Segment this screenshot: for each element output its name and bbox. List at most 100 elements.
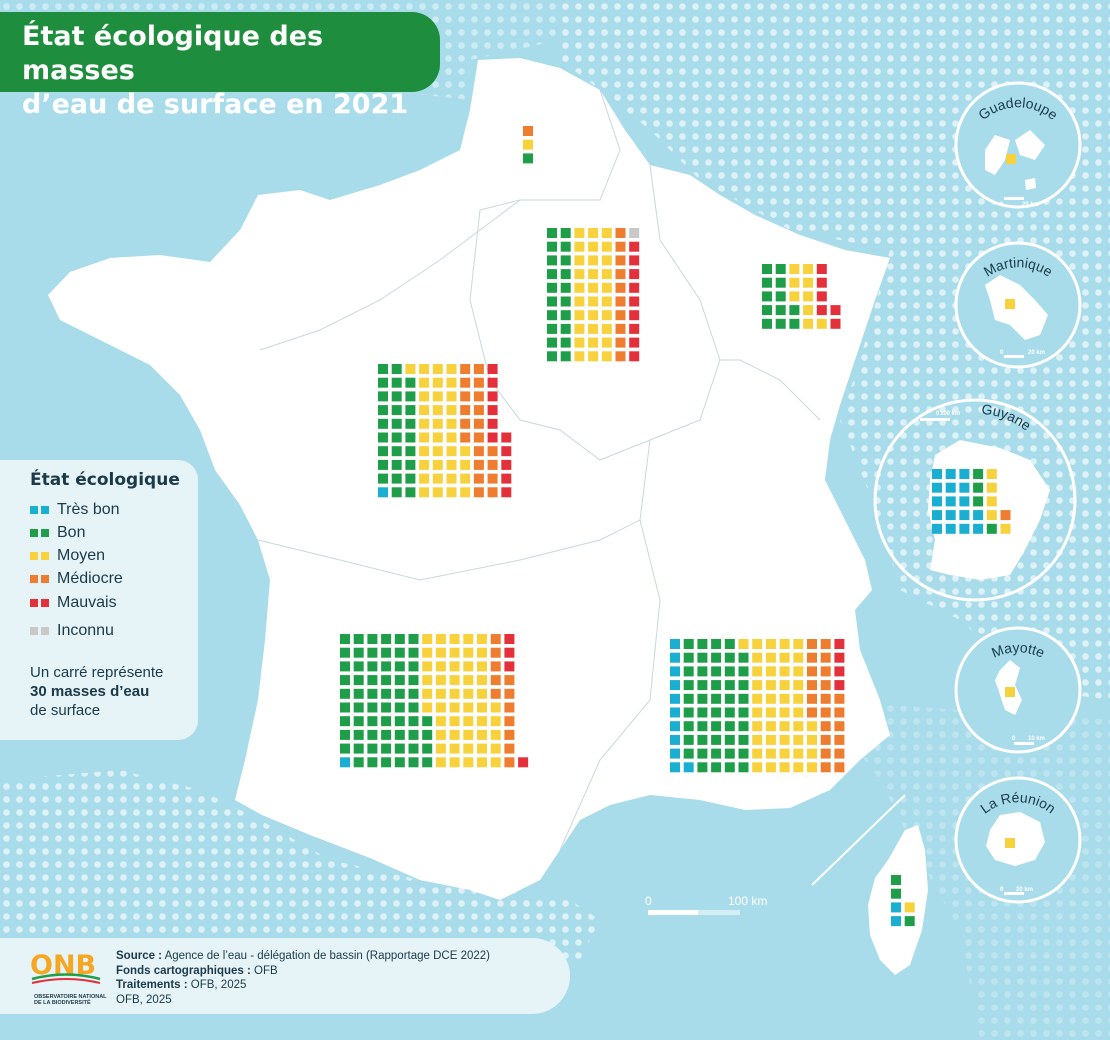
onb-logo-icon: ONB: [30, 950, 101, 984]
waffle-square-moyen: [490, 729, 501, 740]
waffle-square-bon: [762, 277, 772, 288]
waffle-square-mediocre: [615, 241, 626, 252]
waffle-square-bon: [697, 707, 708, 718]
waffle-square-bon: [547, 337, 557, 348]
waffle-square-mediocre: [615, 323, 626, 334]
waffle-square-mediocre: [473, 405, 484, 416]
waffle-square-mauvais: [487, 418, 498, 429]
waffle-square-moyen: [449, 688, 460, 699]
waffle-square-bon: [408, 743, 419, 754]
waffle-square-bon: [340, 716, 350, 727]
waffle-square-moyen: [449, 634, 460, 644]
waffle-square-tres-bon: [670, 666, 680, 677]
waffle-square-moyen: [601, 228, 612, 238]
waffle-square-bon: [340, 634, 350, 644]
waffle-square-tres-bon: [932, 496, 942, 507]
waffle-square-moyen: [422, 702, 433, 713]
waffle-square-moyen: [816, 318, 827, 329]
waffle-guyane: [932, 469, 1011, 534]
waffle-square-mediocre: [1000, 510, 1011, 521]
waffle-square-bon: [547, 269, 557, 280]
waffle-square-bon: [560, 241, 571, 252]
waffle-square-inconnu: [629, 228, 640, 238]
waffle-square-moyen: [477, 634, 487, 644]
waffle-square-bon: [547, 228, 557, 238]
waffle-square-bon: [391, 377, 402, 388]
waffle-square-moyen: [477, 757, 487, 768]
waffle-square-bon: [353, 716, 364, 727]
waffle-square-bon: [697, 721, 708, 732]
waffle-square-moyen: [463, 675, 474, 686]
waffle-square-bon: [738, 721, 749, 732]
waffle-square-mediocre: [490, 661, 501, 672]
waffle-square-moyen: [601, 241, 612, 252]
waffle-square-moyen: [765, 762, 776, 773]
waffle-square-moyen: [1006, 154, 1016, 164]
waffle-square-bon: [711, 762, 722, 773]
waffle-square-mediocre: [615, 337, 626, 348]
waffle-square-bon: [391, 459, 402, 470]
waffle-square-moyen: [807, 734, 817, 745]
waffle-square-mediocre: [820, 639, 831, 649]
waffle-rh-ne-m-diterran-e: [670, 639, 845, 773]
waffle-square-tres-bon: [670, 652, 680, 663]
waffle-square-bon: [697, 652, 708, 663]
waffle-square-moyen: [588, 282, 599, 293]
waffle-square-moyen: [986, 482, 997, 493]
waffle-square-bon: [408, 729, 419, 740]
waffle-square-bon: [560, 323, 571, 334]
waffle-square-moyen: [574, 269, 585, 280]
waffle-square-tres-bon: [973, 510, 984, 521]
waffle-square-bon: [394, 688, 405, 699]
waffle-square-bon: [560, 310, 571, 321]
waffle-square-moyen: [765, 666, 776, 677]
waffle-square-bon: [391, 473, 402, 484]
waffle-square-moyen: [601, 351, 612, 362]
waffle-square-mediocre: [820, 666, 831, 677]
waffle-square-bon: [711, 680, 722, 691]
legend-panel: État écologique Très bon Bon Moyen Médio…: [0, 460, 198, 740]
waffle-square-bon: [353, 661, 364, 672]
waffle-square-mediocre: [807, 639, 817, 649]
waffle-square-bon: [422, 757, 433, 768]
waffle-square-mediocre: [504, 675, 515, 686]
waffle-square-mediocre: [460, 432, 471, 443]
waffle-square-mediocre: [487, 487, 498, 498]
waffle-square-moyen: [477, 729, 487, 740]
waffle-square-moyen: [752, 639, 763, 649]
waffle-square-bon: [381, 661, 392, 672]
waffle-square-bon: [711, 721, 722, 732]
waffle-square-moyen: [986, 496, 997, 507]
waffle-square-tres-bon: [945, 496, 956, 507]
waffle-square-moyen: [779, 762, 790, 773]
waffle-square-moyen: [765, 639, 776, 649]
waffle-square-mediocre: [504, 743, 515, 754]
waffle-square-moyen: [601, 310, 612, 321]
waffle-square-bon: [367, 675, 378, 686]
waffle-square-moyen: [752, 734, 763, 745]
waffle-square-bon: [381, 743, 392, 754]
waffle-square-bon: [367, 757, 378, 768]
waffle-square-moyen: [779, 680, 790, 691]
waffle-square-moyen: [463, 743, 474, 754]
waffle-square-tres-bon: [340, 757, 350, 768]
legend-item-inconnu: Inconnu: [30, 621, 114, 641]
waffle-square-bon: [711, 707, 722, 718]
waffle-square-bon: [697, 639, 708, 649]
legend-item-moyen: Moyen: [30, 546, 105, 566]
waffle-square-bon: [738, 680, 749, 691]
waffle-square-moyen: [446, 418, 457, 429]
inset-scale-bars: [920, 197, 1034, 895]
waffle-square-bon: [367, 716, 378, 727]
waffle-square-bon: [683, 680, 694, 691]
waffle-square-mauvais: [629, 255, 640, 266]
waffle-square-mediocre: [807, 680, 817, 691]
waffle-square-bon: [711, 748, 722, 759]
waffle-square-bon: [405, 487, 416, 498]
waffle-square-mauvais: [518, 757, 529, 768]
legend-item-mauvais: Mauvais: [30, 593, 117, 613]
waffle-square-moyen: [752, 762, 763, 773]
waffle-square-moyen: [789, 264, 800, 274]
waffle-square-bon: [381, 729, 392, 740]
